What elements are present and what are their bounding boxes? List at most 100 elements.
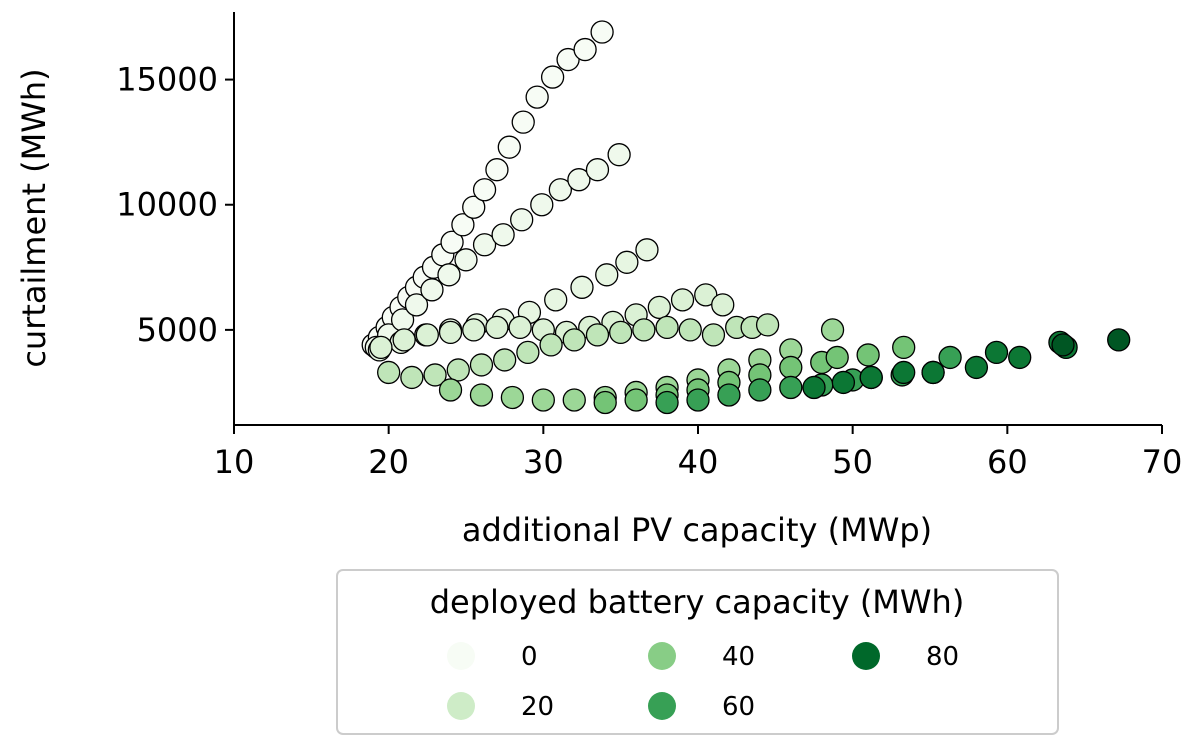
data-point bbox=[415, 323, 439, 347]
data-point bbox=[472, 178, 497, 202]
data-point bbox=[404, 293, 429, 317]
data-point bbox=[655, 315, 679, 340]
data-point bbox=[516, 340, 540, 365]
data-point bbox=[1051, 333, 1075, 357]
data-point bbox=[624, 388, 648, 412]
x-tick-label: 60 bbox=[987, 443, 1028, 481]
data-point bbox=[694, 283, 718, 307]
data-point bbox=[615, 250, 639, 274]
data-point bbox=[711, 293, 735, 317]
data-point bbox=[825, 345, 849, 370]
legend-label: 80 bbox=[926, 642, 959, 672]
data-point bbox=[573, 37, 597, 62]
x-tick-label: 30 bbox=[523, 443, 564, 481]
legend-label: 20 bbox=[521, 692, 554, 722]
data-point bbox=[497, 135, 521, 159]
data-point bbox=[647, 295, 671, 320]
data-point bbox=[556, 47, 580, 72]
x-tick-label: 10 bbox=[214, 443, 255, 481]
data-point bbox=[539, 333, 563, 357]
data-point bbox=[892, 335, 916, 360]
data-point bbox=[469, 353, 494, 377]
y-axis-label: curtailment (MWh) bbox=[15, 68, 53, 367]
legend-marker bbox=[648, 642, 676, 670]
legend-label: 60 bbox=[722, 692, 755, 722]
x-tick-label: 70 bbox=[1142, 443, 1183, 481]
data-point bbox=[748, 378, 772, 402]
data-point bbox=[472, 233, 497, 257]
data-point bbox=[607, 143, 631, 167]
data-point bbox=[921, 360, 945, 385]
y-tick-label: 5000 bbox=[137, 311, 218, 349]
data-point bbox=[438, 378, 463, 402]
legend-label: 0 bbox=[521, 642, 538, 672]
data-point bbox=[423, 363, 447, 387]
data-point bbox=[451, 213, 475, 237]
points-layer bbox=[361, 20, 1131, 415]
legend-entries: 0 20 40 60 80 bbox=[447, 642, 959, 722]
data-point bbox=[831, 370, 856, 395]
data-point bbox=[525, 85, 549, 109]
x-tick-label: 20 bbox=[368, 443, 409, 481]
data-point bbox=[1107, 328, 1131, 352]
legend-label: 40 bbox=[722, 642, 755, 672]
x-axis-ticks: 10 20 30 40 50 60 70 bbox=[214, 425, 1183, 481]
legend-marker bbox=[447, 692, 475, 720]
data-point bbox=[485, 315, 509, 340]
data-point bbox=[511, 110, 535, 134]
data-point bbox=[567, 168, 591, 192]
data-point bbox=[678, 318, 702, 342]
data-point bbox=[938, 345, 962, 370]
data-point bbox=[1008, 345, 1032, 370]
y-tick-label: 10000 bbox=[116, 186, 218, 224]
data-point bbox=[437, 263, 461, 287]
data-point bbox=[632, 318, 656, 342]
legend-title: deployed battery capacity (MWh) bbox=[430, 583, 965, 621]
legend-frame bbox=[336, 569, 1059, 735]
data-point bbox=[440, 230, 464, 254]
data-point bbox=[500, 385, 525, 410]
data-point bbox=[593, 390, 617, 415]
data-point bbox=[635, 238, 659, 262]
data-point bbox=[540, 65, 565, 89]
data-point bbox=[400, 365, 424, 390]
legend-marker bbox=[447, 642, 475, 670]
legend-marker bbox=[648, 692, 676, 720]
data-point bbox=[984, 340, 1009, 365]
data-point bbox=[548, 178, 572, 202]
legend: deployed battery capacity (MWh) 0 20 40 60 8… bbox=[336, 569, 1059, 735]
data-point bbox=[562, 328, 586, 352]
data-point bbox=[701, 323, 726, 347]
data-point bbox=[892, 360, 916, 385]
data-point bbox=[462, 318, 486, 342]
data-point bbox=[717, 383, 741, 407]
data-point bbox=[820, 318, 845, 342]
data-point bbox=[530, 193, 554, 217]
legend-marker bbox=[852, 642, 880, 670]
data-point bbox=[369, 335, 393, 360]
data-point bbox=[755, 313, 780, 337]
data-point bbox=[655, 390, 679, 415]
data-point bbox=[585, 323, 610, 347]
data-point bbox=[462, 195, 486, 219]
data-point bbox=[779, 375, 803, 400]
x-tick-label: 50 bbox=[832, 443, 873, 481]
data-point bbox=[779, 355, 803, 380]
data-point bbox=[609, 320, 633, 345]
data-point bbox=[485, 158, 509, 182]
data-point bbox=[562, 388, 586, 412]
data-point bbox=[491, 223, 515, 247]
data-point bbox=[670, 288, 695, 312]
x-tick-label: 40 bbox=[678, 443, 719, 481]
data-point bbox=[964, 355, 989, 380]
data-point bbox=[446, 358, 470, 382]
data-point bbox=[420, 278, 444, 302]
data-point bbox=[531, 388, 555, 412]
data-point bbox=[508, 315, 532, 340]
y-axis-ticks: 5000 10000 15000 bbox=[116, 61, 234, 349]
data-point bbox=[510, 208, 534, 232]
data-point bbox=[392, 328, 416, 352]
data-point bbox=[493, 348, 517, 372]
data-point bbox=[469, 383, 494, 407]
